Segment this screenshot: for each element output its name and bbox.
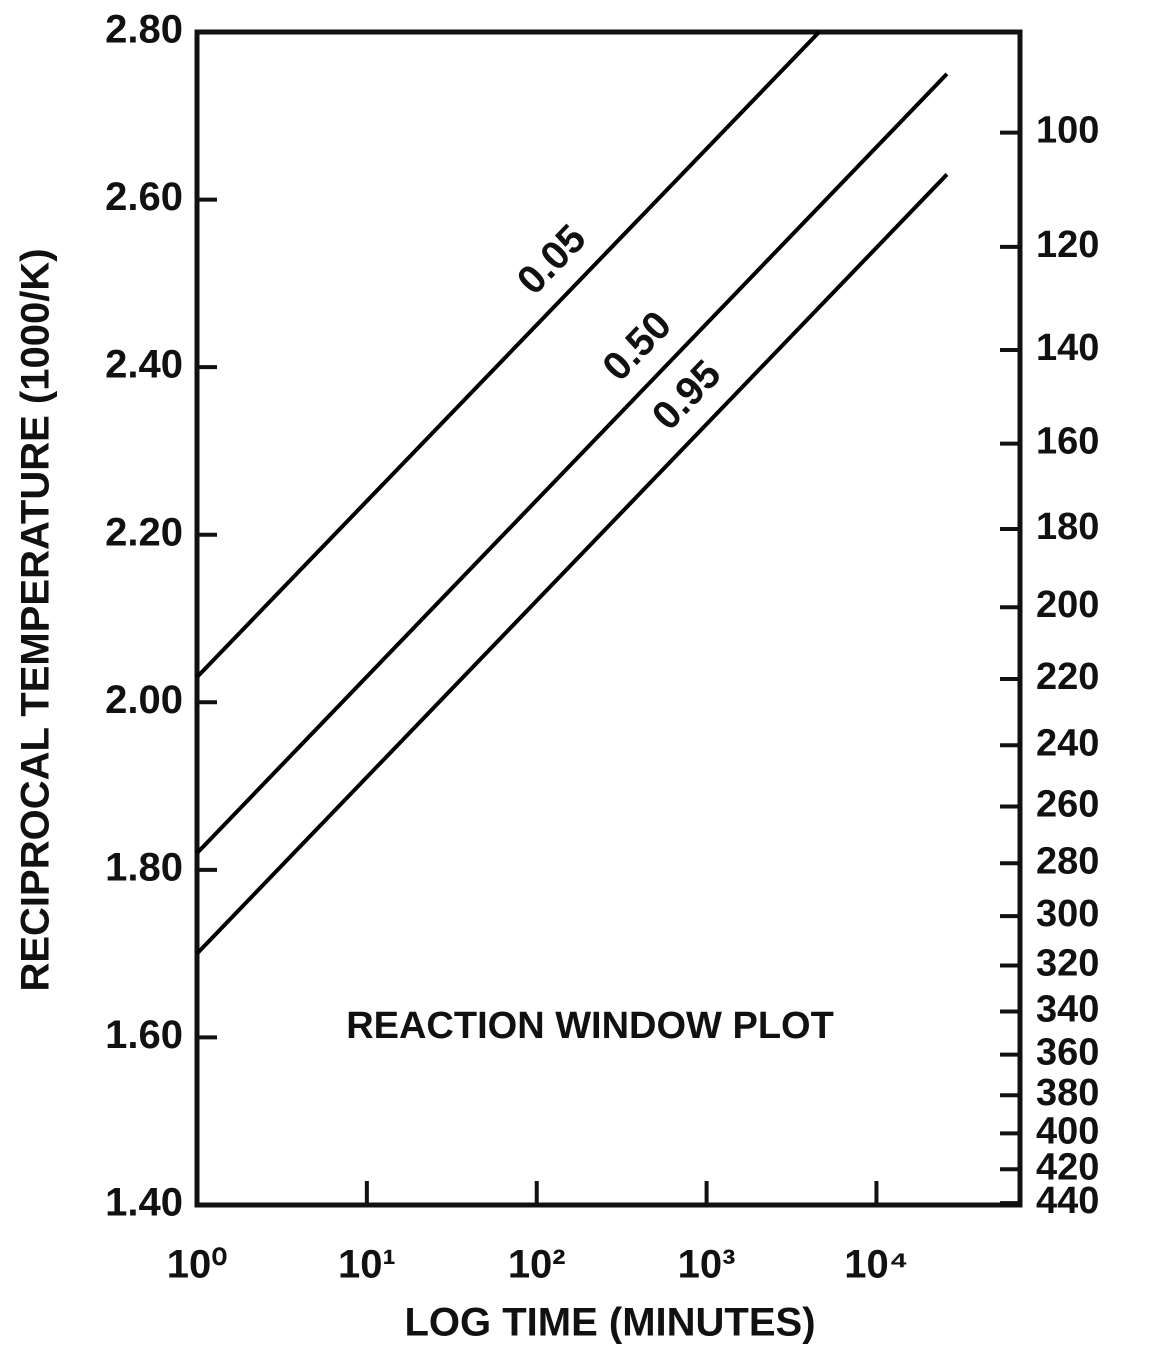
- y2-tick-label: 440: [1036, 1180, 1099, 1222]
- y-tick-label: 2.20: [105, 510, 183, 554]
- series-line: [195, 173, 949, 956]
- x-tick-label: 10³: [678, 1243, 736, 1287]
- y-tick-label: 2.00: [105, 678, 183, 722]
- x-tick-label: 10⁰: [167, 1243, 228, 1287]
- y2-tick-label: 320: [1036, 942, 1099, 984]
- plot-frame: [194, 29, 1023, 1208]
- y-tick-label: 2.40: [105, 343, 183, 387]
- y-tick-label: 2.60: [105, 175, 183, 219]
- y2-tick-label: 380: [1036, 1072, 1099, 1114]
- y2-tick-label: 360: [1036, 1032, 1099, 1074]
- y2-tick-label: 140: [1036, 327, 1099, 369]
- y-axis-label: RECIPROCAL TEMPERATURE (1000/K): [14, 248, 58, 991]
- x-tick-label: 10⁴: [844, 1243, 908, 1287]
- y-tick-label: 1.60: [105, 1013, 183, 1057]
- y2-tick-label: 240: [1036, 722, 1099, 764]
- y2-tick-label: 280: [1036, 840, 1099, 882]
- series-line: [195, 72, 949, 855]
- y2-tick-label: 420: [1036, 1146, 1099, 1188]
- x-tick-label: 10¹: [338, 1243, 396, 1287]
- y2-tick-label: 400: [1036, 1110, 1099, 1152]
- y2-tick-label: 160: [1036, 421, 1099, 463]
- line-label: 0.50: [594, 303, 680, 390]
- line-label: 0.95: [644, 352, 730, 439]
- series-line: [195, 30, 821, 679]
- y2-tick-label: 200: [1036, 584, 1099, 626]
- annotation: REACTION WINDOW PLOT: [346, 1005, 834, 1047]
- line-label: 0.05: [509, 216, 595, 303]
- y-tick-label: 1.80: [105, 845, 183, 889]
- y2-tick-label: 340: [1036, 989, 1099, 1031]
- y2-tick-label: 100: [1036, 110, 1099, 152]
- y2-tick-label: 300: [1036, 893, 1099, 935]
- y-tick-label: 2.80: [105, 8, 183, 52]
- y2-tick-label: 220: [1036, 656, 1099, 698]
- y-tick-label: 1.40: [105, 1181, 183, 1225]
- y2-tick-label: 120: [1036, 224, 1099, 266]
- x-axis-label: LOG TIME (MINUTES): [404, 1301, 815, 1345]
- y2-tick-label: 260: [1036, 784, 1099, 826]
- x-tick-label: 10²: [508, 1243, 566, 1287]
- y2-tick-label: 180: [1036, 506, 1099, 548]
